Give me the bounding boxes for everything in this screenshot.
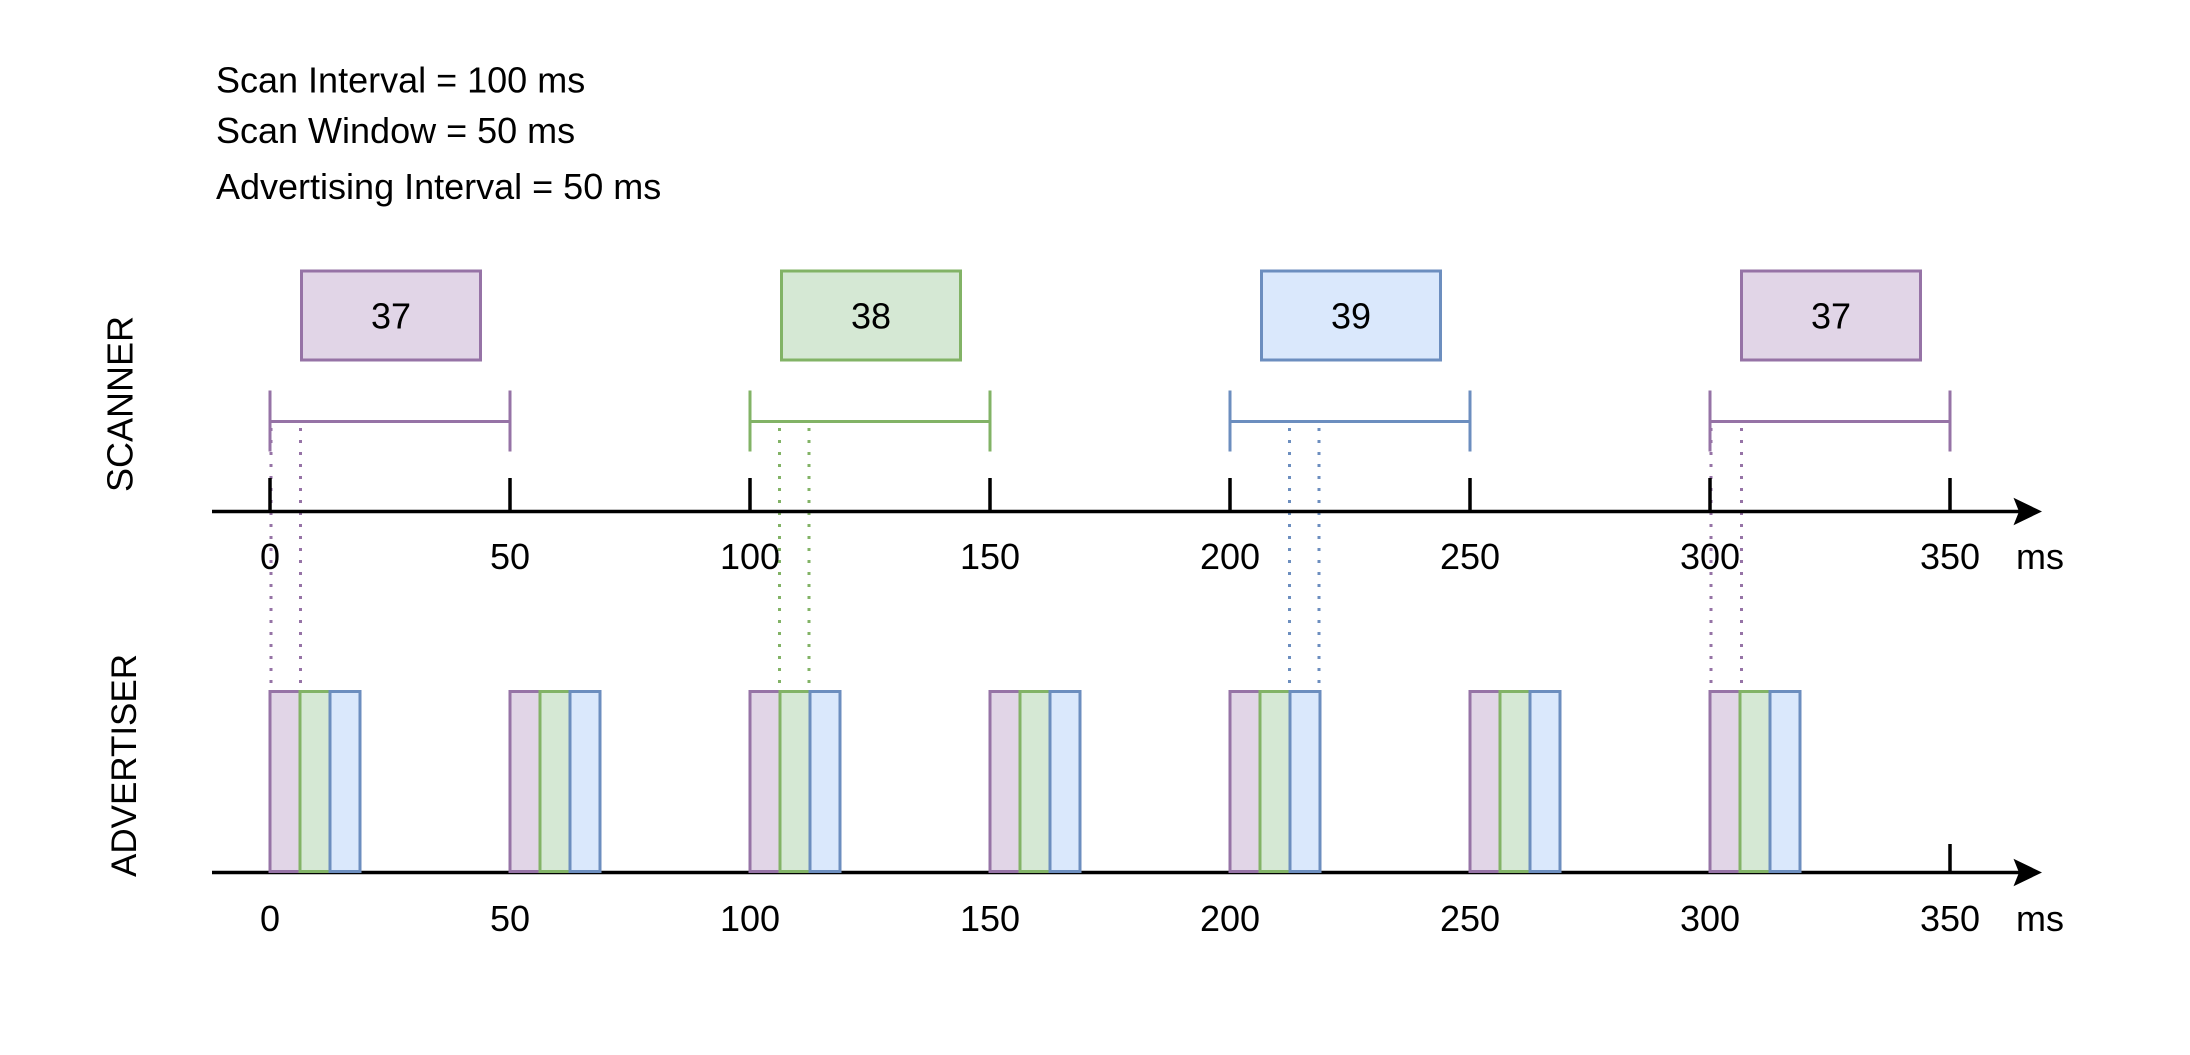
svg-text:SCANNER: SCANNER [100, 316, 141, 492]
svg-text:350: 350 [1920, 898, 1980, 939]
svg-text:37: 37 [1811, 296, 1851, 337]
svg-text:250: 250 [1440, 536, 1500, 577]
svg-text:0: 0 [260, 898, 280, 939]
svg-text:37: 37 [371, 296, 411, 337]
svg-text:100: 100 [720, 898, 780, 939]
svg-text:38: 38 [851, 296, 891, 337]
svg-text:0: 0 [260, 536, 280, 577]
svg-text:200: 200 [1200, 536, 1260, 577]
svg-text:ADVERTISER: ADVERTISER [105, 654, 144, 877]
svg-text:ms: ms [2016, 898, 2064, 939]
svg-text:Scan Window = 50 ms: Scan Window = 50 ms [216, 110, 575, 151]
svg-text:200: 200 [1200, 898, 1260, 939]
svg-text:100: 100 [720, 536, 780, 577]
svg-text:50: 50 [490, 898, 530, 939]
svg-text:Scan Interval = 100 ms: Scan Interval = 100 ms [216, 60, 585, 101]
svg-text:250: 250 [1440, 898, 1500, 939]
svg-text:300: 300 [1680, 898, 1740, 939]
svg-text:Advertising Interval = 50 ms: Advertising Interval = 50 ms [216, 166, 661, 207]
svg-text:350: 350 [1920, 536, 1980, 577]
svg-text:50: 50 [490, 536, 530, 577]
svg-text:150: 150 [960, 536, 1020, 577]
svg-text:150: 150 [960, 898, 1020, 939]
svg-text:ms: ms [2016, 536, 2064, 577]
svg-text:300: 300 [1680, 536, 1740, 577]
svg-text:39: 39 [1331, 296, 1371, 337]
